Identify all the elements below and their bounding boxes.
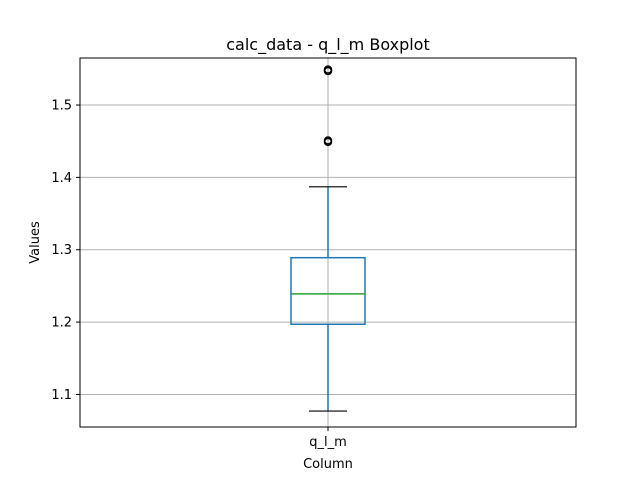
outlier-point [323,136,333,145]
y-tick-label: 1.3 [51,243,72,258]
iqr-box [290,256,366,326]
y-tick-label: 1.5 [51,99,72,114]
x-axis-label: Column [303,457,353,472]
y-tick-label: 1.2 [51,316,72,331]
chart-title: calc_data - q_l_m Boxplot [226,35,430,55]
outlier-point [323,65,333,74]
axis-ticks: 1.1 1.2 1.3 1.4 1.5 q_l_m [51,99,346,450]
y-tick-label: 1.4 [51,171,72,186]
x-tick-label: q_l_m [309,435,347,450]
y-tick-label: 1.1 [51,388,72,403]
y-axis-label: Values [28,221,43,264]
box-group [290,65,366,412]
box-series [290,65,366,412]
